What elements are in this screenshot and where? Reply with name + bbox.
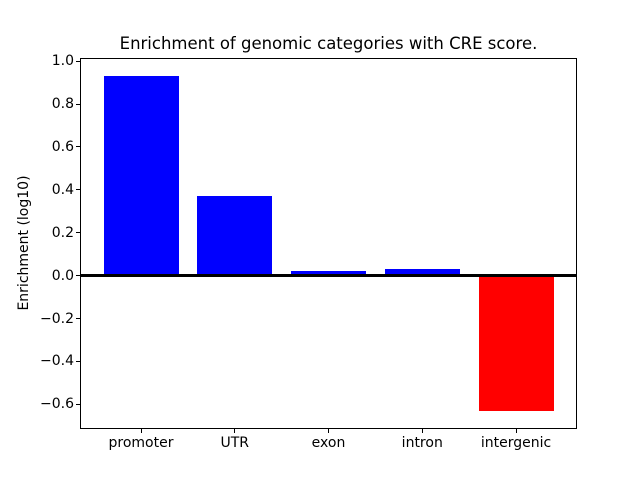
y-tick-label: 0.8: [51, 96, 74, 113]
y-tick-mark: [76, 360, 80, 362]
y-tick-mark: [76, 318, 80, 320]
y-tick-mark: [76, 275, 80, 277]
zero-axis-line: [81, 274, 576, 277]
y-tick-mark: [76, 146, 80, 148]
y-tick-mark: [76, 60, 80, 62]
y-tick-label: 0.2: [51, 224, 74, 241]
x-tick-label: intergenic: [480, 435, 552, 451]
x-tick-label: intron: [401, 435, 443, 451]
y-tick-mark: [76, 103, 80, 105]
x-tick-mark: [421, 429, 423, 433]
bar-intron: [384, 269, 460, 276]
y-tick-mark: [76, 189, 80, 191]
y-axis-label: Enrichment (log10): [16, 175, 32, 311]
y-tick-mark: [76, 403, 80, 405]
y-tick-label: 1.0: [51, 53, 74, 70]
y-tick-label: −0.4: [40, 353, 74, 370]
y-tick-label: 0.6: [51, 138, 74, 155]
x-tick-mark: [328, 429, 329, 433]
y-tick-label: 0.0: [51, 267, 74, 284]
x-tick-mark: [234, 429, 236, 433]
y-tick-label: −0.2: [40, 310, 74, 327]
x-tick-label: promoter: [108, 435, 174, 451]
y-tick-mark: [76, 232, 80, 234]
x-tick-label: exon: [311, 435, 346, 451]
y-tick-label: 0.4: [51, 181, 74, 198]
x-tick-mark: [515, 429, 517, 433]
y-tick-label: −0.6: [40, 396, 74, 413]
bar-intergenic: [478, 275, 554, 411]
bar-exon: [291, 271, 366, 276]
x-tick-mark: [140, 429, 142, 433]
chart-title: Enrichment of genomic categories with CR…: [119, 34, 538, 53]
x-tick-label: UTR: [220, 435, 250, 451]
bar-promoter: [103, 76, 179, 276]
bar-UTR: [197, 196, 273, 276]
plot-area: 1.0 0.8 0.6 0.4 0.2 0.0 −0.2 −0.4 −0.6 promoter UT…: [40, 54, 577, 450]
